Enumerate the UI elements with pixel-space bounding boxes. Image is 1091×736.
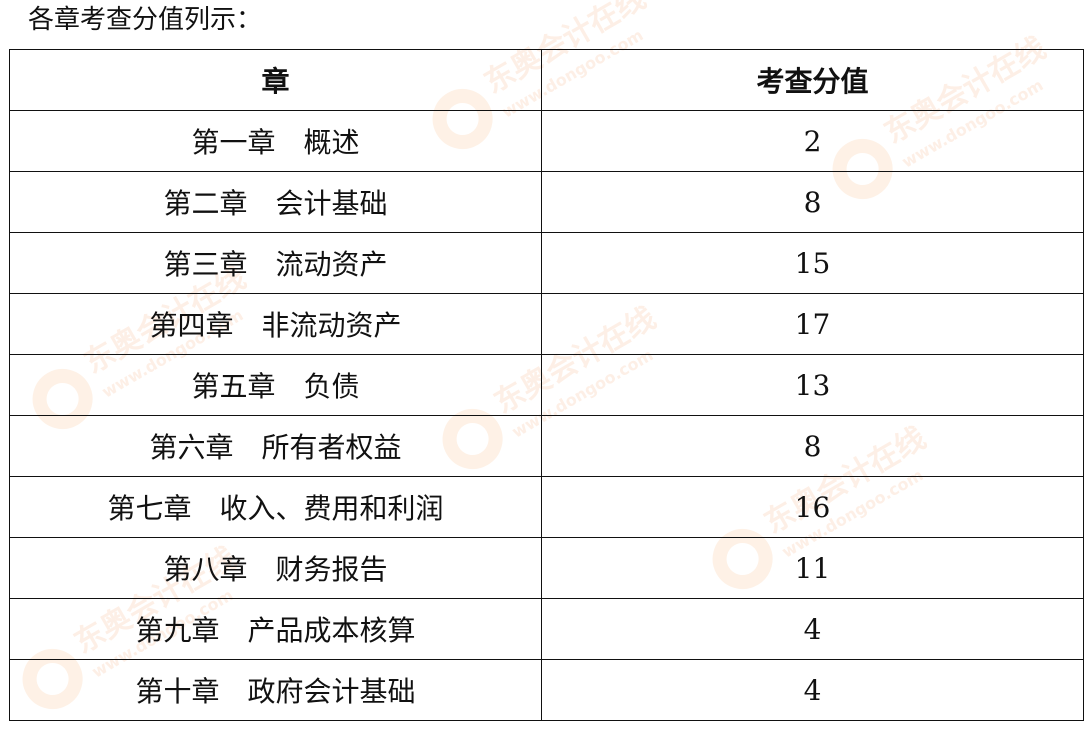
table-row: 第四章 非流动资产 17 bbox=[9, 293, 1084, 355]
table-header-row: 章 考查分值 bbox=[9, 49, 1084, 111]
chapter-cell: 第五章 负债 bbox=[9, 354, 542, 416]
intro-text: 各章考查分值列示： bbox=[28, 5, 263, 35]
score-cell: 4 bbox=[541, 659, 1084, 721]
score-cell: 17 bbox=[541, 293, 1084, 355]
chapter-cell: 第十章 政府会计基础 bbox=[9, 659, 542, 721]
chapter-cell: 第六章 所有者权益 bbox=[9, 415, 542, 477]
table-row: 第六章 所有者权益 8 bbox=[9, 415, 1084, 477]
score-cell: 8 bbox=[541, 171, 1084, 233]
chapter-cell: 第八章 财务报告 bbox=[9, 537, 542, 599]
chapter-cell: 第三章 流动资产 bbox=[9, 232, 542, 294]
table-row: 第三章 流动资产 15 bbox=[9, 232, 1084, 294]
score-cell: 16 bbox=[541, 476, 1084, 538]
score-cell: 11 bbox=[541, 537, 1084, 599]
chapter-score-table: 章 考查分值 第一章 概述 2 第二章 会计基础 8 第三章 流动资产 15 第四章 非流动… bbox=[9, 49, 1084, 721]
table-row: 第五章 负债 13 bbox=[9, 354, 1084, 416]
score-cell: 15 bbox=[541, 232, 1084, 294]
chapter-cell: 第一章 概述 bbox=[9, 110, 542, 172]
score-cell: 4 bbox=[541, 598, 1084, 660]
score-cell: 8 bbox=[541, 415, 1084, 477]
table-row: 第一章 概述 2 bbox=[9, 110, 1084, 172]
header-chapter: 章 bbox=[9, 49, 542, 111]
chapter-cell: 第九章 产品成本核算 bbox=[9, 598, 542, 660]
table-row: 第九章 产品成本核算 4 bbox=[9, 598, 1084, 660]
table-row: 第七章 收入、费用和利润 16 bbox=[9, 476, 1084, 538]
table-row: 第十章 政府会计基础 4 bbox=[9, 659, 1084, 721]
chapter-cell: 第七章 收入、费用和利润 bbox=[9, 476, 542, 538]
chapter-cell: 第四章 非流动资产 bbox=[9, 293, 542, 355]
chapter-cell: 第二章 会计基础 bbox=[9, 171, 542, 233]
table-row: 第八章 财务报告 11 bbox=[9, 537, 1084, 599]
score-cell: 2 bbox=[541, 110, 1084, 172]
score-cell: 13 bbox=[541, 354, 1084, 416]
table-row: 第二章 会计基础 8 bbox=[9, 171, 1084, 233]
header-score: 考查分值 bbox=[541, 49, 1084, 111]
